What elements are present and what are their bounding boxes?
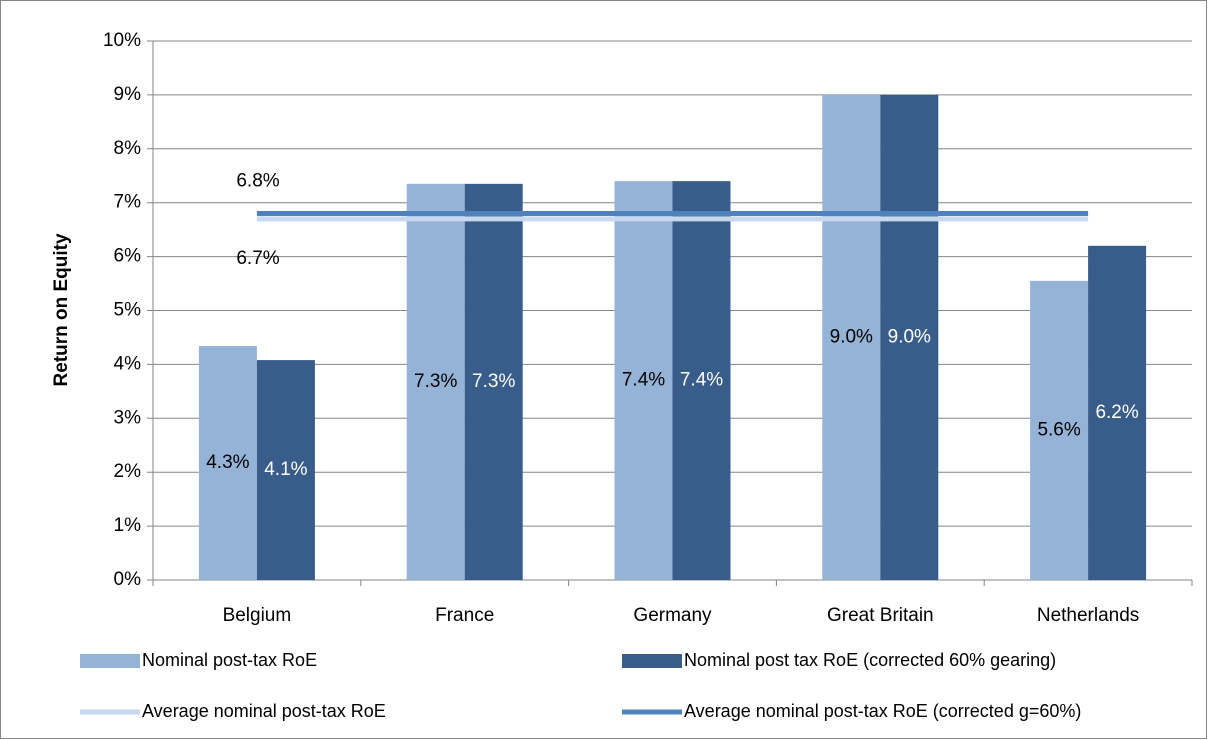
data-label: 7.4% (680, 370, 723, 391)
y-tick-label: 5% (114, 300, 142, 321)
bar (406, 183, 465, 580)
line-label: 6.8% (236, 170, 279, 191)
y-tick-label: 1% (114, 515, 142, 536)
legend-swatch (80, 654, 140, 668)
y-tick-label: 3% (114, 407, 142, 428)
legend-swatch (622, 654, 682, 668)
y-tick-label: 4% (114, 353, 142, 374)
legend-label: Average nominal post-tax RoE (corrected … (684, 701, 1081, 721)
data-label: 7.3% (414, 371, 457, 392)
y-tick-label: 6% (114, 246, 142, 267)
x-tick-label: France (435, 605, 494, 626)
y-tick-label: 7% (114, 192, 142, 213)
legend-label: Nominal post tax RoE (corrected 60% gear… (684, 650, 1056, 670)
legend-label: Nominal post-tax RoE (142, 650, 317, 670)
bar (672, 181, 731, 580)
y-tick-label: 10% (103, 30, 141, 51)
bar (198, 346, 257, 580)
y-tick-label: 9% (114, 84, 142, 105)
bar (1088, 245, 1147, 580)
data-label: 7.4% (622, 370, 665, 391)
x-tick-label: Great Britain (827, 605, 934, 626)
data-label: 9.0% (830, 326, 873, 347)
y-tick-label: 0% (114, 569, 142, 590)
data-label: 7.3% (472, 371, 515, 392)
bar (614, 181, 673, 580)
y-tick-label: 2% (114, 461, 142, 482)
bar (464, 183, 523, 580)
bar (822, 94, 881, 581)
bar (880, 94, 939, 581)
y-tick-label: 8% (114, 138, 142, 159)
x-tick-label: Belgium (223, 605, 292, 626)
data-label: 9.0% (888, 326, 931, 347)
y-axis-title: Return on Equity (51, 233, 72, 386)
data-label: 5.6% (1037, 419, 1080, 440)
legend-label: Average nominal post-tax RoE (142, 701, 386, 721)
data-label: 4.3% (206, 452, 249, 473)
line-label: 6.7% (236, 248, 279, 269)
bar (256, 360, 315, 580)
x-tick-label: Netherlands (1037, 605, 1139, 626)
x-tick-label: Germany (633, 605, 712, 626)
data-label: 6.2% (1095, 402, 1138, 423)
bar (1030, 280, 1089, 580)
data-label: 4.1% (264, 459, 307, 480)
